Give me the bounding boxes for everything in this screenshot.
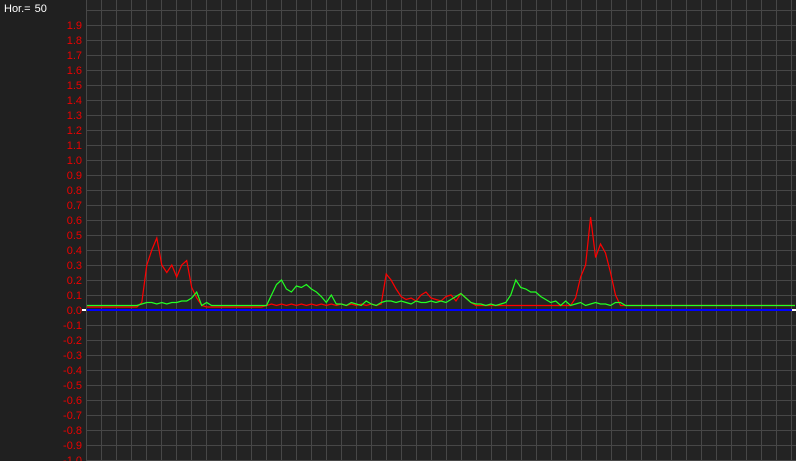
y-tick-label: 0.3 <box>67 260 82 272</box>
y-tick-label: 0.0 <box>67 305 82 317</box>
y-tick-label: 1.7 <box>67 50 82 62</box>
y-tick-label: 0.6 <box>67 215 82 227</box>
y-tick-label: 1.5 <box>67 80 82 92</box>
y-tick-label: 1.6 <box>67 65 82 77</box>
plot-area <box>86 0 796 461</box>
y-tick-label: 0.8 <box>67 185 82 197</box>
y-tick-label: 1.4 <box>67 95 82 107</box>
y-tick-label: 1.3 <box>67 110 82 122</box>
y-tick-label: -1.0 <box>63 455 82 461</box>
y-tick-label: -0.9 <box>63 440 82 452</box>
y-tick-label: -0.8 <box>63 425 82 437</box>
y-tick-label: 1.9 <box>67 20 82 32</box>
y-tick-label: -0.5 <box>63 380 82 392</box>
y-tick-label: 1.1 <box>67 140 82 152</box>
y-tick-label: 0.5 <box>67 230 82 242</box>
y-tick-label: -0.7 <box>63 410 82 422</box>
y-tick-label: 1.2 <box>67 125 82 137</box>
y-tick-label: 0.4 <box>67 245 82 257</box>
y-tick-label: -0.2 <box>63 335 82 347</box>
y-tick-label: 0.1 <box>67 290 82 302</box>
y-tick-label: -0.4 <box>63 365 82 377</box>
y-tick-label: 0.9 <box>67 170 82 182</box>
y-tick-label: 1.0 <box>67 155 82 167</box>
series-line-2 <box>87 278 795 307</box>
y-tick-label: -0.3 <box>63 350 82 362</box>
axis-panel <box>0 0 86 461</box>
hor-value: 50 <box>34 3 47 15</box>
hor-label: Hor.= <box>4 3 31 15</box>
y-tick-label: 0.7 <box>67 200 82 212</box>
horizontal-scale-readout: Hor.= 50 <box>4 3 51 15</box>
y-tick-label: 1.8 <box>67 35 82 47</box>
y-tick-label: -0.6 <box>63 395 82 407</box>
y-tick-label: -0.1 <box>63 320 82 332</box>
y-tick-label: 0.2 <box>67 275 82 287</box>
